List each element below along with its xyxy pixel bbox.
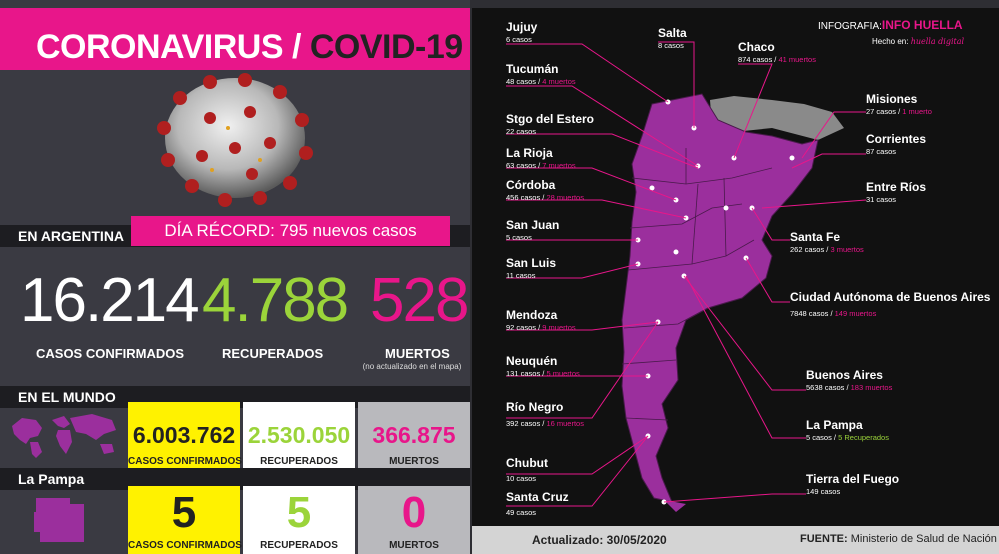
province-sgo-estero: Stgo del Estero 22 casos [506,112,595,136]
la-pampa-recovered-value: 5 [286,488,312,537]
world-recovered-value: 2.530.050 [247,422,351,448]
world-confirmed-box: 6.003.762 CASOS CONFIRMADOS [128,402,242,470]
la-pampa-stats: 5 CASOS CONFIRMADOS 5 RECUPERADOS 0 MUER… [0,486,470,554]
province-corrientes: Corrientes 87 casos [866,132,927,156]
argentina-confirmed-label: CASOS CONFIRMADOS [36,346,185,361]
la-pampa-confirmed-box: 5 CASOS CONFIRMADOS [128,486,242,554]
la-pampa-recovered-box: 5 RECUPERADOS [243,486,355,554]
world-deaths-box: 366.875 MUERTOS [358,402,470,470]
province-salta: Salta 8 casos [658,26,687,50]
deaths-note: (no actualizado en el mapa) [362,362,462,371]
made-by: Hecho en: huella digital [872,37,965,46]
la-pampa-recovered-label: RECUPERADOS [260,540,338,551]
province-chubut: Chubut 10 casos [506,456,548,483]
province-entre-rios: Entre Ríos 31 casos [866,180,927,204]
argentina-recovered-value: 4.788 [202,266,349,335]
province-misiones: Misiones 27 casos / 1 muerto [866,92,932,116]
la-pampa-deaths-value: 0 [401,488,427,537]
world-recovered-box: 2.530.050 RECUPERADOS [243,402,355,470]
argentina-recovered-label: RECUPERADOS [222,346,324,361]
province-san-luis: San Luis 11 casos [506,256,557,280]
world-deaths-label: MUERTOS [389,456,439,467]
province-mendoza: Mendoza 92 casos / 9 muertos [506,308,576,332]
world-deaths-value: 366.875 [372,422,456,448]
source-note: FUENTE: Ministerio de Salud de Nación [800,533,997,545]
map-panel: INFOGRAFIA:INFO HUELLA Hecho en: huella … [472,8,999,526]
updated-date: Actualizado: 30/05/2020 [532,533,667,547]
la-pampa-deaths-box: 0 MUERTOS [358,486,470,554]
world-map-icon [12,414,116,458]
title-bar: CORONAVIRUS / COVID-19 [0,8,470,70]
province-chaco: Chaco 874 casos / 41 muertos [738,40,816,64]
province-la-pampa: La Pampa 5 casos / 5 Recuperados [806,418,889,442]
argentina-deaths-value: 528 [370,266,469,335]
world-stats: 6.003.762 CASOS CONFIRMADOS 2.530.050 RE… [0,402,470,470]
brand-logo: INFOGRAFIA:INFO HUELLA [818,18,963,32]
world-recovered-label: RECUPERADOS [260,456,338,467]
province-tucuman: Tucumán 48 casos / 4 muertos [506,62,576,86]
province-rio-negro: Río Negro 392 casos / 16 muertos [506,400,584,428]
province-san-juan: San Juan 5 casos [506,218,560,242]
argentina-confirmed-value: 16.214 [20,266,200,335]
province-caba: Ciudad Autónoma de Buenos Aires 7848 caso… [790,290,991,318]
province-santa-fe: Santa Fe 262 casos / 3 muertos [790,230,864,254]
province-jujuy: Jujuy 6 casos [506,20,538,44]
province-santa-cruz: Santa Cruz 49 casos [506,490,569,517]
argentina-map [506,41,867,512]
world-confirmed-value: 6.003.762 [132,422,236,448]
province-buenos-aires: Buenos Aires 5638 casos / 183 muertos [806,368,893,392]
la-pampa-deaths-label: MUERTOS [389,540,439,551]
province-tierra-fuego: Tierra del Fuego 149 casos [806,472,900,496]
left-panel: CORONAVIRUS / COVID-19 EN ARGENTINA DÍA … [0,0,470,554]
la-pampa-shape-icon [34,498,84,542]
la-pampa-confirmed-label: CASOS CONFIRMADOS [128,540,242,551]
argentina-deaths-label: MUERTOS [385,346,450,361]
record-banner: DÍA RÉCORD: 795 nuevos casos [131,216,450,246]
province-neuquen: Neuquén 131 casos / 5 muertos [506,354,580,378]
province-la-rioja: La Rioja 63 casos / 7 muertos [506,146,576,170]
section-label-la-pampa: La Pampa [0,468,470,490]
world-confirmed-label: CASOS CONFIRMADOS [128,456,242,467]
footer: Actualizado: 30/05/2020 FUENTE: Minister… [472,526,999,554]
coronavirus-illustration [157,73,313,207]
page-title: CORONAVIRUS / COVID-19 [36,28,463,66]
la-pampa-confirmed-value: 5 [171,488,197,537]
province-cordoba: Córdoba 456 casos / 28 muertos [506,178,584,202]
